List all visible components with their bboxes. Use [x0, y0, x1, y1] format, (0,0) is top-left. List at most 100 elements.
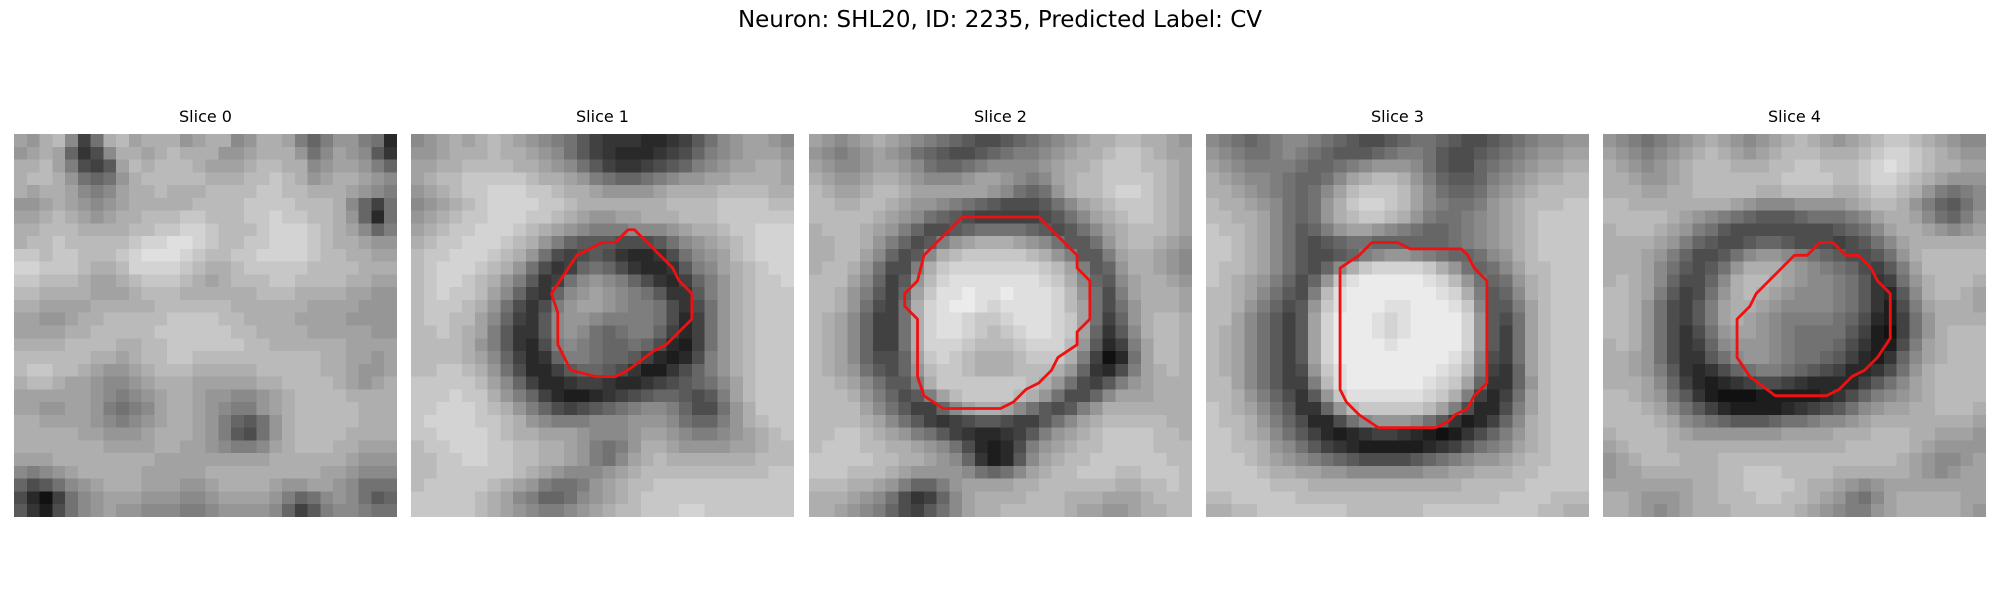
pixel	[1743, 453, 1757, 467]
pixel	[1128, 274, 1142, 288]
pixel	[192, 172, 206, 186]
pixel	[936, 299, 950, 313]
pixel	[1654, 389, 1668, 403]
pixel	[1845, 389, 1859, 403]
pixel	[1615, 338, 1629, 352]
pixel	[834, 197, 848, 211]
pixel	[1179, 274, 1192, 288]
pixel	[436, 453, 450, 467]
pixel	[1654, 376, 1668, 390]
pixel	[1794, 312, 1808, 326]
pixel	[474, 197, 488, 211]
pixel	[1973, 338, 1986, 352]
pixel	[1743, 172, 1757, 186]
pixel	[39, 453, 53, 467]
pixel	[128, 134, 142, 148]
pixel	[1871, 491, 1885, 505]
pixel	[1563, 261, 1577, 275]
pixel	[1679, 478, 1693, 492]
pixel	[1410, 325, 1424, 339]
pixel	[1448, 312, 1462, 326]
pixel	[1537, 159, 1551, 173]
pixel	[589, 491, 603, 505]
pixel	[1756, 210, 1770, 224]
pixel	[911, 504, 925, 517]
pixel	[218, 312, 232, 326]
pixel	[179, 427, 193, 441]
pixel	[474, 465, 488, 479]
pixel	[1244, 248, 1258, 262]
pixel	[576, 376, 590, 390]
pixel	[128, 185, 142, 199]
pixel	[1922, 287, 1936, 301]
pixel	[1346, 210, 1360, 224]
pixel	[987, 465, 1001, 479]
pixel	[821, 389, 835, 403]
pixel	[742, 299, 756, 313]
pixel	[628, 185, 642, 199]
pixel	[103, 185, 117, 199]
pixel	[974, 274, 988, 288]
pixel	[487, 223, 501, 237]
pixel	[615, 389, 629, 403]
pixel	[847, 504, 861, 517]
pixel	[1537, 389, 1551, 403]
pixel	[384, 453, 397, 467]
pixel	[755, 402, 769, 416]
pixel	[1550, 248, 1564, 262]
pixel	[589, 210, 603, 224]
pixel	[1013, 299, 1027, 313]
pixel	[1206, 338, 1220, 352]
pixel	[962, 453, 976, 467]
pixel	[1832, 427, 1846, 441]
pixel	[1922, 363, 1936, 377]
pixel	[615, 427, 629, 441]
pixel	[307, 248, 321, 262]
pixel	[1371, 363, 1385, 377]
pixel	[1679, 351, 1693, 365]
pixel	[116, 223, 130, 237]
pixel	[52, 274, 66, 288]
pixel	[358, 274, 372, 288]
pixel	[1282, 440, 1296, 454]
pixel	[1896, 134, 1910, 148]
pixel	[1384, 427, 1398, 441]
pixel	[1115, 146, 1129, 160]
pixel	[1397, 274, 1411, 288]
pixel	[1206, 465, 1220, 479]
pixel	[1743, 351, 1757, 365]
pixel	[513, 134, 527, 148]
pixel	[755, 274, 769, 288]
pixel	[755, 172, 769, 186]
pixel	[923, 414, 937, 428]
pixel	[755, 134, 769, 148]
pixel	[781, 312, 794, 326]
pixel	[576, 299, 590, 313]
pixel	[487, 338, 501, 352]
pixel	[1499, 274, 1513, 288]
pixel	[1257, 478, 1271, 492]
pixel	[615, 453, 629, 467]
pixel	[679, 504, 693, 517]
pixel	[1038, 274, 1052, 288]
pixel	[704, 312, 718, 326]
pixel	[1641, 261, 1655, 275]
pixel	[1166, 185, 1180, 199]
pixel	[371, 299, 385, 313]
pixel	[1371, 274, 1385, 288]
pixel	[243, 274, 257, 288]
pixel	[1615, 159, 1629, 173]
pixel	[128, 287, 142, 301]
pixel	[1013, 478, 1027, 492]
pixel	[1794, 210, 1808, 224]
pixel	[39, 427, 53, 441]
pixel	[1346, 363, 1360, 377]
pixel	[1641, 402, 1655, 416]
pixel	[1512, 185, 1526, 199]
pixel	[411, 325, 425, 339]
pixel	[1140, 287, 1154, 301]
pixel	[14, 504, 28, 517]
slice-image-0	[14, 134, 397, 517]
pixel	[1423, 172, 1437, 186]
pixel	[1820, 338, 1834, 352]
